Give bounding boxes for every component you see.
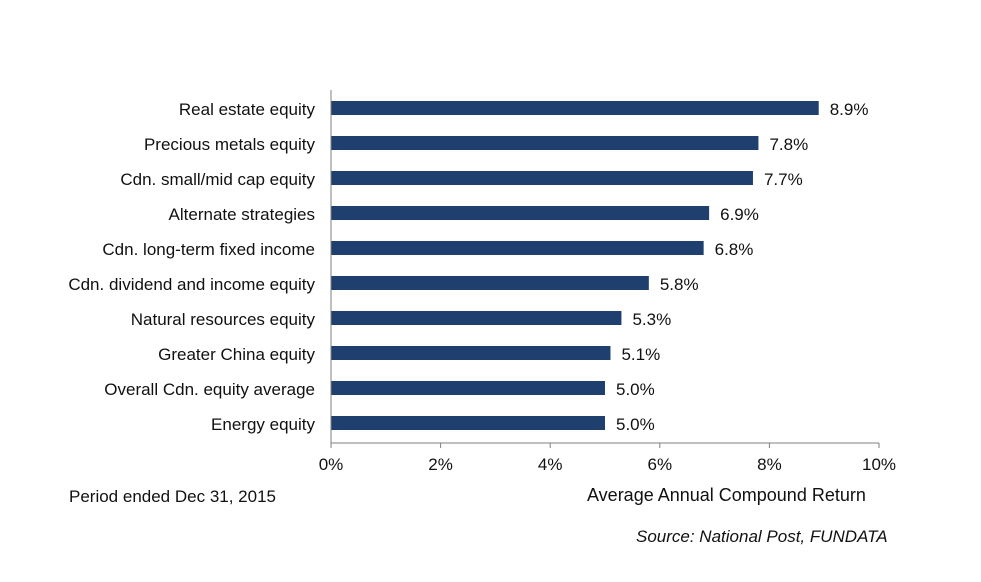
x-axis: 0% 2% 4% 6% 8% 10% [319, 90, 896, 474]
x-tick-label: 10% [862, 455, 896, 474]
x-tick-label: 2% [428, 455, 453, 474]
category-label: Cdn. dividend and income equity [68, 275, 315, 294]
bar [331, 416, 605, 430]
labels-layer: Real estate equity 8.9% Precious metals eq… [68, 100, 868, 434]
category-label: Alternate strategies [169, 205, 315, 224]
value-label: 5.3% [632, 310, 671, 329]
bar [331, 311, 622, 325]
value-label: 5.1% [621, 345, 660, 364]
category-label: Greater China equity [158, 345, 315, 364]
value-label: 6.9% [720, 205, 759, 224]
value-label: 7.8% [769, 135, 808, 154]
category-label: Precious metals equity [144, 135, 316, 154]
value-label: 5.0% [616, 380, 655, 399]
category-label: Overall Cdn. equity average [104, 380, 315, 399]
bar [331, 346, 611, 360]
bars-layer [331, 101, 819, 430]
x-tick-label: 0% [319, 455, 344, 474]
value-label: 7.7% [764, 170, 803, 189]
x-tick-label: 4% [538, 455, 563, 474]
bar [331, 381, 605, 395]
bar [331, 171, 753, 185]
bar [331, 241, 704, 255]
category-label: Natural resources equity [131, 310, 316, 329]
period-note: Period ended Dec 31, 2015 [69, 487, 276, 506]
source-note: Source: National Post, FUNDATA [636, 527, 888, 546]
category-label: Cdn. long-term fixed income [102, 240, 315, 259]
bar [331, 136, 759, 150]
x-axis-title: Average Annual Compound Return [587, 485, 866, 505]
bar [331, 206, 710, 220]
category-label: Real estate equity [179, 100, 316, 119]
category-label: Cdn. small/mid cap equity [120, 170, 315, 189]
x-tick-label: 8% [757, 455, 782, 474]
x-tick-label: 6% [648, 455, 673, 474]
value-label: 6.8% [715, 240, 754, 259]
value-label: 8.9% [830, 100, 869, 119]
value-label: 5.8% [660, 275, 699, 294]
bar [331, 101, 819, 115]
bar [331, 276, 649, 290]
value-label: 5.0% [616, 415, 655, 434]
category-label: Energy equity [211, 415, 315, 434]
